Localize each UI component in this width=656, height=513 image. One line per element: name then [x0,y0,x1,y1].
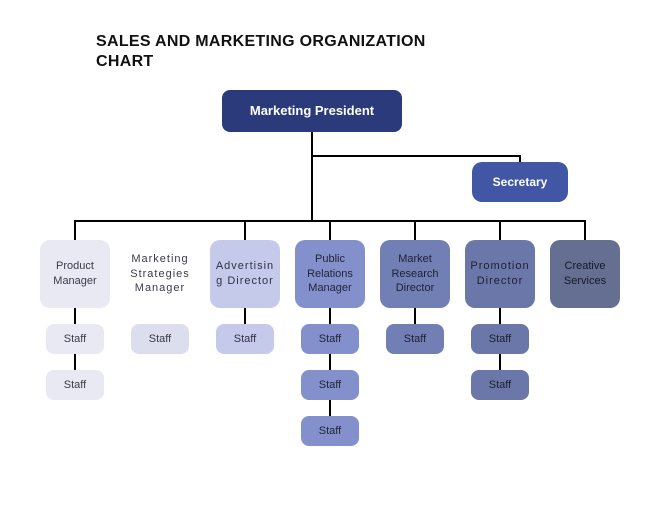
org-node-prm-staff-1: Staff [301,324,359,354]
connector-line [414,308,416,324]
connector-line [74,308,76,324]
org-node-market-research-director: Market Research Director [380,240,450,308]
org-node-label: Advertising Director [214,259,276,289]
org-node-label: Staff [319,424,341,439]
org-node-label: Staff [234,332,256,347]
connector-line [499,308,501,324]
connector-line [311,128,313,222]
connector-line [311,155,521,157]
chart-title: SALES AND MARKETING ORGANIZATION CHART [96,32,476,72]
org-node-msm-staff-1: Staff [131,324,189,354]
connector-line [499,220,501,240]
org-node-public-relations-manager: Public Relations Manager [295,240,365,308]
org-node-promotion-director: Promotion Director [465,240,535,308]
org-node-secretary: Secretary [472,162,568,202]
connector-line [414,220,416,240]
org-node-product-manager: Product Manager [40,240,110,308]
org-node-label: Staff [489,378,511,393]
org-node-ad-staff-1: Staff [216,324,274,354]
org-node-president: Marketing President [222,90,402,132]
org-node-creative-services: Creative Services [550,240,620,308]
org-node-prm-staff-2: Staff [301,370,359,400]
connector-line [499,354,501,370]
org-node-pd-staff-1: Staff [471,324,529,354]
org-node-label: Product Manager [44,259,106,289]
org-node-label: Secretary [493,174,548,190]
org-node-label: Market Research Director [384,252,446,297]
connector-line [74,220,76,240]
connector-line [244,308,246,324]
org-node-advertising-director: Advertising Director [210,240,280,308]
org-node-marketing-strategies-manager: Marketing Strategies Manager [125,222,195,326]
org-node-label: Promotion Director [469,259,531,289]
connector-line [244,220,246,240]
org-node-label: Staff [64,378,86,393]
org-node-label: Public Relations Manager [299,252,361,297]
org-chart-stage: SALES AND MARKETING ORGANIZATION CHART M… [0,0,656,513]
org-node-label: Staff [489,332,511,347]
org-node-pm-staff-1: Staff [46,324,104,354]
org-node-label: Marketing Strategies Manager [129,252,191,297]
org-node-label: Staff [319,378,341,393]
connector-line [329,220,331,240]
org-node-label: Staff [149,332,171,347]
org-node-label: Staff [64,332,86,347]
org-node-pd-staff-2: Staff [471,370,529,400]
org-node-label: Marketing President [250,102,374,120]
connector-line [584,220,586,240]
connector-line [329,308,331,324]
org-node-prm-staff-3: Staff [301,416,359,446]
org-node-label: Staff [404,332,426,347]
org-node-pm-staff-2: Staff [46,370,104,400]
connector-line [74,354,76,370]
org-node-label: Creative Services [554,259,616,289]
org-node-mrd-staff-1: Staff [386,324,444,354]
connector-line [329,400,331,416]
org-node-label: Staff [319,332,341,347]
connector-line [329,354,331,370]
